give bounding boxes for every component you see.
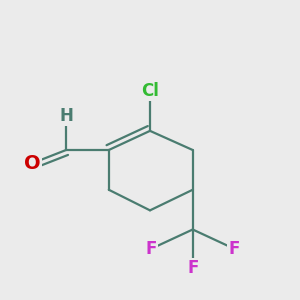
Text: F: F xyxy=(187,259,198,277)
Text: F: F xyxy=(228,240,240,258)
Text: Cl: Cl xyxy=(141,82,159,100)
Text: H: H xyxy=(59,107,73,125)
Text: O: O xyxy=(24,154,40,173)
Text: F: F xyxy=(146,240,157,258)
